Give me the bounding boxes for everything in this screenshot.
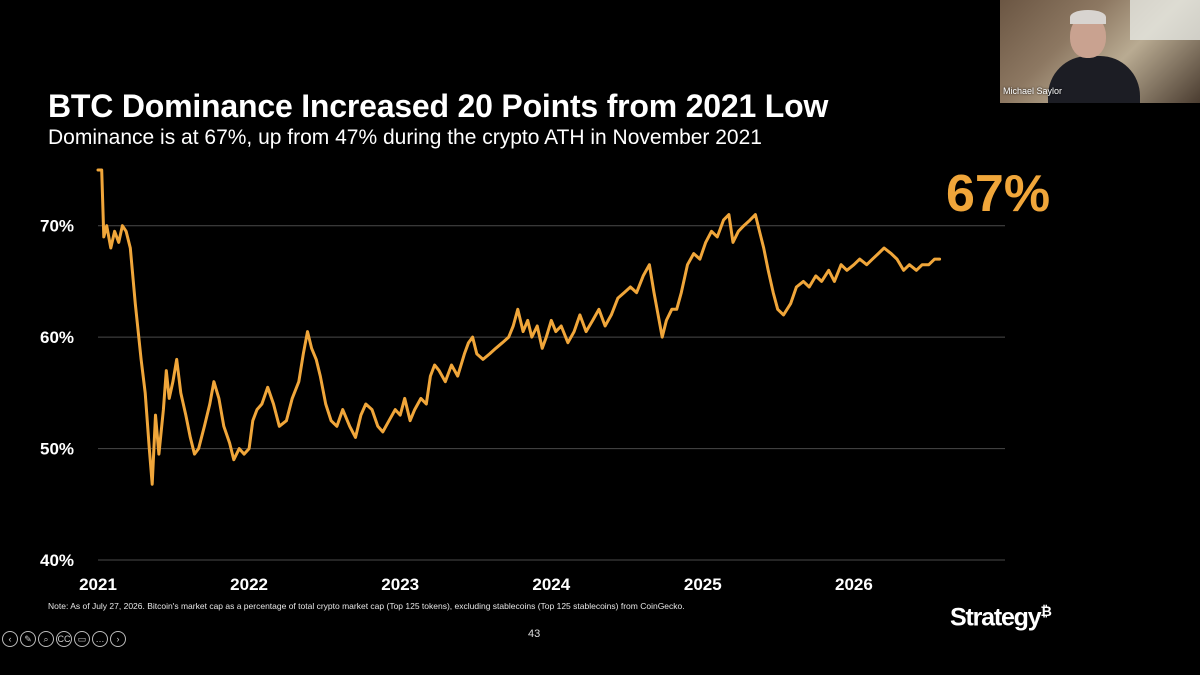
dominance-chart: 40% 50% 60% 70% 2021 2022 2023 2024 2025 2026 — [40, 168, 1005, 594]
camera-icon[interactable]: ▭ — [74, 631, 90, 647]
x-tick-label: 2021 — [79, 575, 117, 594]
slideshow-controls: ‹ ✎ ⌕ CC ▭… › — [2, 631, 126, 647]
x-tick-label: 2022 — [230, 575, 268, 594]
y-tick-label: 40% — [40, 551, 74, 570]
zoom-icon[interactable]: ⌕ — [38, 631, 54, 647]
previous-icon[interactable]: ‹ — [2, 631, 18, 647]
x-tick-label: 2023 — [381, 575, 419, 594]
bitcoin-mark-icon: ₿ — [1040, 603, 1051, 619]
strategy-logo: Strategy₿ — [950, 603, 1052, 632]
y-tick-label: 70% — [40, 217, 74, 236]
more-icon[interactable]: … — [92, 631, 108, 647]
y-tick-label: 60% — [40, 328, 74, 347]
presenter-body — [1048, 56, 1140, 103]
pen-icon[interactable]: ✎ — [20, 631, 36, 647]
x-tick-label: 2024 — [532, 575, 570, 594]
next-icon[interactable]: › — [110, 631, 126, 647]
logo-text: Strategy — [950, 603, 1042, 632]
presenter-hair — [1070, 10, 1106, 24]
slide-title: BTC Dominance Increased 20 Points from 2… — [48, 88, 829, 124]
footnote: Note: As of July 27, 2026. Bitcoin's mar… — [48, 601, 685, 611]
slide-subtitle: Dominance is at 67%, up from 47% during … — [48, 126, 762, 149]
series-line-btc-dominance — [96, 168, 942, 486]
captions-icon[interactable]: CC — [56, 631, 72, 647]
presenter-video: Michael Saylor — [1000, 0, 1200, 103]
presenter-name: Michael Saylor — [1003, 86, 1063, 96]
x-tick-label: 2025 — [684, 575, 722, 594]
current-dominance-value: 67% — [946, 165, 1051, 223]
page-number: 43 — [528, 628, 541, 640]
x-tick-label: 2026 — [835, 575, 873, 594]
video-window-background — [1130, 0, 1200, 40]
y-tick-label: 50% — [40, 440, 74, 459]
